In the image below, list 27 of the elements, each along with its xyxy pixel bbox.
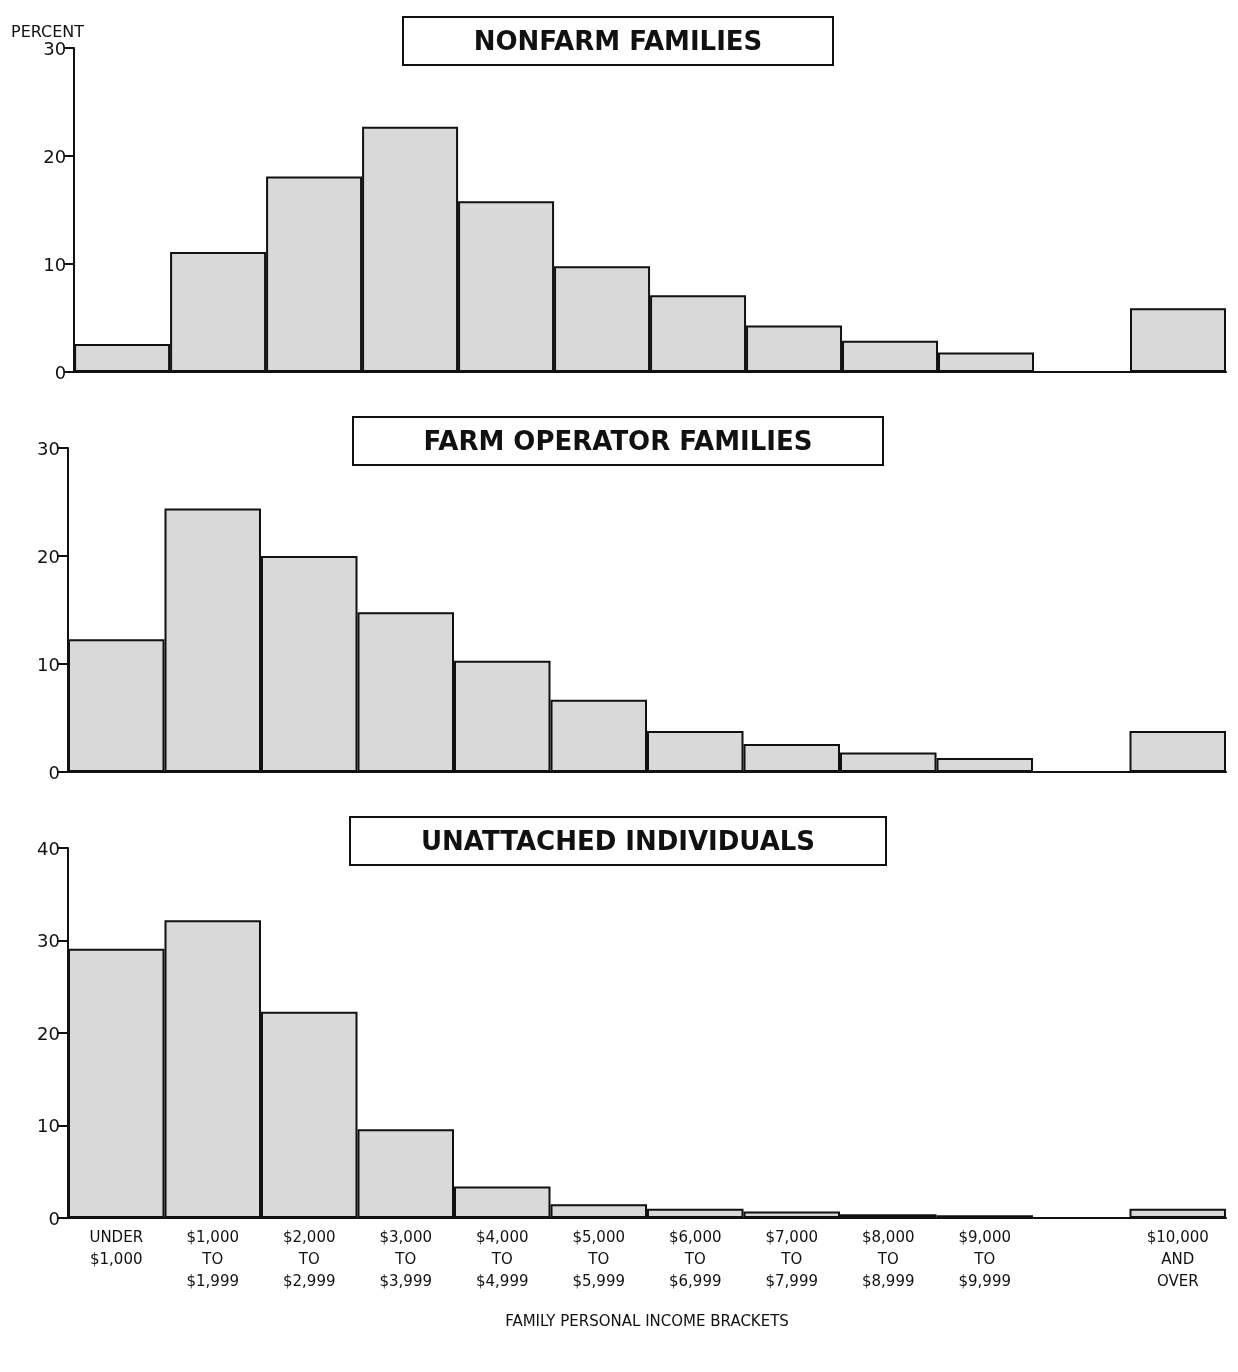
x-tick-label: UNDER $1,000: [89, 1228, 144, 1268]
x-tick-label: $9,000 TO $9,999: [958, 1228, 1011, 1290]
y-tick-label: 30: [37, 930, 60, 951]
title-frame: NONFARM FAMILIES: [401, 16, 835, 66]
y-tick-label: 20: [37, 1022, 60, 1044]
y-tick-label: 20: [37, 545, 60, 567]
title-frame: FARM OPERATOR FAMILIES: [351, 416, 885, 466]
x-tick-label: $6,000 TO $6,999: [669, 1228, 722, 1290]
x-tick-label: $10,000 AND OVER: [1146, 1228, 1209, 1290]
x-tick-label: $4,000 TO $4,999: [476, 1228, 529, 1290]
x-tick-label: $5,000 TO $5,999: [572, 1228, 625, 1290]
y-tick-label: 10: [37, 1115, 60, 1136]
y-tick-label: 0: [54, 361, 67, 383]
title-frame: UNATTACHED INDIVIDUALS: [348, 816, 888, 866]
x-tick-label: $8,000 TO $8,999: [862, 1228, 915, 1290]
x-tick-label: $1,000 TO $1,999: [186, 1228, 239, 1290]
x-tick-label: $2,000 TO $2,999: [283, 1228, 336, 1290]
x-axis-title: FAMILY PERSONAL INCOME BRACKETS: [505, 1311, 789, 1330]
y-tick-label: 30: [37, 437, 60, 459]
y-tick-label: 10: [43, 253, 67, 275]
y-tick-label: 0: [48, 761, 60, 783]
y-tick-label: 10: [37, 653, 60, 675]
y-tick-label: 40: [37, 837, 60, 859]
x-tick-label: $3,000 TO $3,999: [379, 1228, 432, 1290]
y-tick-label: 0: [48, 1207, 60, 1229]
y-tick-label: 20: [43, 145, 67, 167]
x-tick-label: $7,000 TO $7,999: [765, 1228, 818, 1290]
